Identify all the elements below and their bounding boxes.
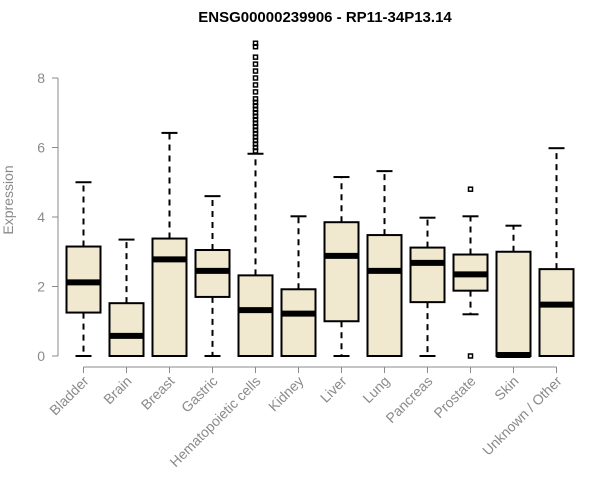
- box-prostate: [452, 186, 489, 359]
- y-tick-label: 4: [37, 209, 45, 225]
- y-tick-label: 6: [37, 140, 45, 156]
- outlier-point: [467, 353, 474, 359]
- box-gastric: [194, 195, 231, 357]
- outlier-point: [467, 186, 474, 192]
- box-breast: [151, 131, 188, 357]
- y-tick-label: 8: [37, 70, 45, 86]
- x-tick-label: Liver: [317, 373, 350, 406]
- y-axis-label: Expression: [0, 165, 16, 234]
- x-tick-label: Breast: [138, 373, 178, 413]
- box-body: [495, 250, 532, 357]
- y-axis: 0 2 4 6 8: [37, 70, 59, 364]
- outlier-point: [252, 61, 259, 67]
- box-body: [538, 268, 575, 357]
- x-tick-label: Kidney: [265, 373, 307, 415]
- outlier-point: [252, 82, 259, 88]
- boxes-group: [65, 40, 575, 359]
- box-body: [151, 237, 188, 357]
- x-tick-label: Gastric: [178, 373, 221, 416]
- box-lung: [366, 170, 403, 358]
- box-body: [366, 234, 403, 358]
- box-body: [409, 246, 446, 304]
- x-tick-label: Unknown / Other: [479, 373, 565, 459]
- outlier-point: [252, 89, 259, 95]
- x-tick-label: Lung: [359, 373, 392, 406]
- box-body: [237, 274, 274, 358]
- box-pancreas: [409, 216, 446, 357]
- outlier-point: [252, 54, 259, 60]
- box-kidney: [280, 215, 317, 357]
- box-unknown-other: [538, 147, 575, 357]
- x-tick-label: Prostate: [430, 373, 478, 421]
- outlier-point: [252, 75, 259, 81]
- x-tick-label: Brain: [100, 373, 134, 407]
- box-body: [280, 288, 317, 357]
- box-hematopoietic-cells: [237, 40, 274, 358]
- box-skin: [495, 224, 532, 358]
- box-brain: [108, 238, 145, 357]
- box-body: [323, 221, 360, 323]
- outlier-point: [252, 68, 259, 74]
- outlier-point: [252, 40, 259, 46]
- chart-title: ENSG00000239906 - RP11-34P13.14: [198, 9, 452, 26]
- y-tick-label: 0: [37, 348, 45, 364]
- outlier-point: [252, 96, 259, 102]
- x-tick-label: Skin: [491, 373, 522, 404]
- x-tick-label: Pancreas: [382, 373, 435, 426]
- y-tick-label: 2: [37, 279, 45, 295]
- box-liver: [323, 176, 360, 357]
- box-body: [108, 302, 145, 357]
- x-tick-label: Bladder: [46, 373, 92, 419]
- box-bladder: [65, 181, 102, 357]
